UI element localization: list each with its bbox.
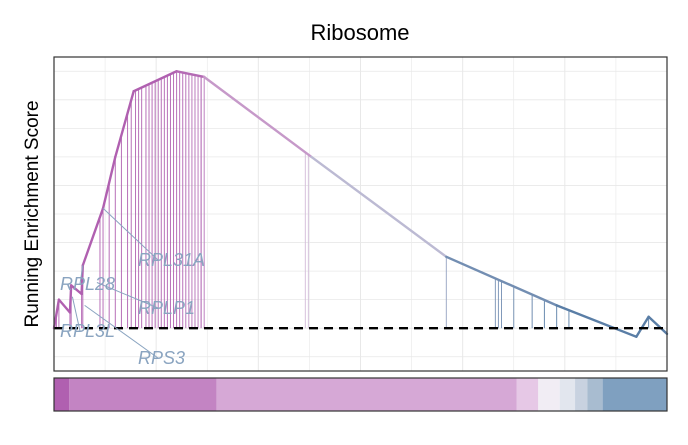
annotation-leader bbox=[71, 296, 81, 332]
curve-segment bbox=[445, 255, 558, 307]
y-axis-label: Running Enrichment Score bbox=[22, 100, 43, 327]
rank-bar-segment bbox=[538, 378, 560, 411]
chart-title: Ribosome bbox=[310, 20, 409, 45]
curve-segment bbox=[57, 298, 72, 314]
curve-segment bbox=[175, 70, 206, 79]
curve-segment bbox=[114, 90, 135, 159]
gene-label: RPL3L bbox=[60, 321, 115, 341]
curve-segment bbox=[80, 264, 85, 296]
plot-border bbox=[53, 56, 668, 372]
curve-segment bbox=[52, 298, 61, 330]
curve-segment bbox=[68, 284, 73, 314]
gene-annotations: RPL28 RPL31A RPLP1 RPL3L RPS3 bbox=[60, 207, 205, 368]
annotation-leader bbox=[102, 207, 159, 261]
curve-segment bbox=[310, 155, 448, 259]
rank-bar-segment bbox=[54, 378, 70, 411]
annotation-leader bbox=[96, 282, 159, 309]
rank-bar-segment bbox=[575, 378, 588, 411]
hit-ticks bbox=[55, 71, 650, 330]
curve-segment bbox=[132, 70, 178, 93]
rank-color-bar bbox=[54, 378, 667, 411]
gene-label: RPS3 bbox=[138, 348, 185, 368]
rank-bar-segment bbox=[602, 378, 667, 411]
rank-bar-border bbox=[53, 377, 668, 412]
curve-segment bbox=[635, 315, 650, 338]
annotation-leader bbox=[79, 265, 84, 285]
gene-label: RPL28 bbox=[60, 274, 115, 294]
rank-bar-segment bbox=[587, 378, 603, 411]
gene-label: RPL31A bbox=[138, 250, 205, 270]
rank-bar-segment bbox=[216, 378, 517, 411]
gene-label: RPLP1 bbox=[138, 298, 195, 318]
curve-segment bbox=[81, 207, 105, 267]
rank-bar-segment bbox=[69, 378, 217, 411]
running-score-curve bbox=[52, 70, 669, 338]
curve-segment bbox=[647, 315, 669, 336]
rank-bar-segment bbox=[516, 378, 539, 411]
curve-segment bbox=[555, 304, 638, 338]
rank-bar-segment bbox=[559, 378, 576, 411]
annotation-leader bbox=[84, 304, 159, 359]
curve-segment bbox=[69, 284, 83, 296]
curve-segment bbox=[202, 75, 313, 159]
curve-segment bbox=[101, 155, 117, 210]
